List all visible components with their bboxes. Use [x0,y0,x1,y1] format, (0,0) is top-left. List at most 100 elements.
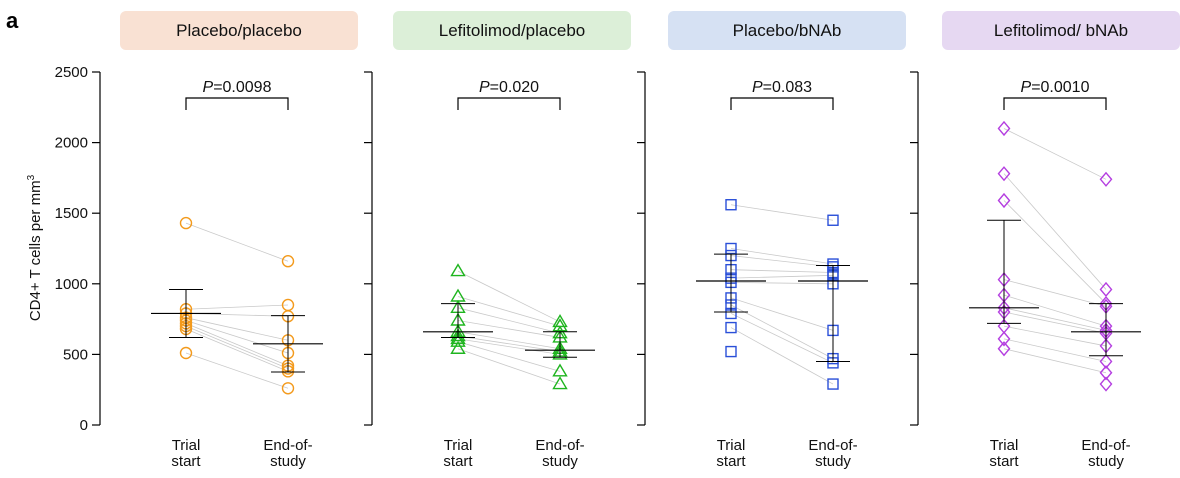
p-value-number: =0.083 [763,79,812,96]
x-category-line: End-of- [1081,437,1130,454]
x-category-line: End-of- [808,437,857,454]
y-tick-label: 500 [63,346,88,363]
y-tick-label: 1500 [55,205,88,222]
panels-group: Placebo/placebo 0 500 1000 1500 2000 2500 Trial… [55,11,1180,470]
y-tick-label: 2500 [55,64,88,81]
paired-connector [185,352,289,389]
paired-connector [730,304,834,359]
chart-panel-4: Lefitolimod/ bNAb Trial start End-of-study P… [910,11,1180,470]
paired-connector [457,338,561,355]
chart-panel-2: Lefitolimod/placebo Trial start End-of-stud… [364,11,631,470]
trial-start-point [450,333,466,347]
p-value-symbol: P [752,79,763,96]
end-of-study-summary [525,331,595,358]
paired-connector [1003,128,1107,180]
x-category-label: Trial start [443,437,473,470]
y-tick-label: 2000 [55,135,88,152]
end-of-study-point [827,214,839,226]
end-of-study-summary [253,315,323,373]
x-category-line: study [542,453,578,470]
end-of-study-point [552,363,568,377]
chart-panel-3: Placebo/bNAb Trial start End-of-study P=0.08… [637,11,906,470]
x-category-label: End-of-study [535,437,584,470]
x-category-label: Trial start [989,437,1019,470]
trial-start-point [725,321,737,334]
y-tick-label: 0 [80,417,88,434]
p-value-symbol: P [203,79,214,96]
end-of-study-point [281,255,295,268]
paired-connector [457,307,561,334]
trial-start-point [450,263,466,277]
significance-bracket [457,97,561,110]
trial-start-point [725,345,737,358]
p-value-number: =0.020 [490,79,539,96]
significance-bracket [1003,97,1107,110]
x-category-line: Trial [444,437,473,454]
trial-start-point [450,288,466,302]
paired-connector [185,325,289,369]
p-value-symbol: P [1021,79,1032,96]
paired-connector [730,327,834,385]
paired-connector [1003,307,1107,331]
paired-connector [730,269,834,273]
panel-header-box [668,11,906,50]
trial-start-summary [151,288,221,338]
p-value-symbol: P [479,79,490,96]
paired-connector [457,341,561,372]
end-of-study-point [281,382,295,395]
paired-connector [1003,338,1107,362]
paired-connector [1003,279,1107,307]
end-of-study-point [552,346,568,360]
trial-start-point [725,242,737,255]
p-value-label: P=0.0098 [203,79,272,96]
panel-header-box [942,11,1180,50]
paired-connector [457,296,561,327]
x-category-label: Trial start [171,437,201,470]
paired-connector [1003,311,1107,334]
significance-bracket [730,97,834,110]
paired-connector [730,313,834,364]
panel-letter: a [6,8,19,33]
trial-start-point [179,346,193,360]
p-value-number: =0.0098 [213,79,271,96]
panel-title: Lefitolimod/ bNAb [994,21,1128,40]
trial-start-point [997,166,1011,182]
x-category-label: End-of-study [808,437,857,470]
trial-start-point [450,328,466,342]
paired-connector [457,348,561,385]
paired-connector [185,328,289,372]
p-value-label: P=0.020 [479,79,539,96]
panel-header-box [120,11,358,50]
trial-start-point [997,331,1011,347]
paired-connector [1003,348,1107,374]
end-of-study-point [1099,376,1113,392]
x-category-label: End-of-study [263,437,312,470]
paired-connector [457,320,561,338]
panel-title: Lefitolimod/placebo [439,21,585,40]
trial-start-summary [969,219,1039,324]
trial-start-point [450,340,466,354]
p-value-number: =0.0010 [1031,79,1089,96]
end-of-study-point [1099,171,1113,187]
p-value-label: P=0.083 [752,79,812,96]
paired-connector [185,222,289,262]
paired-connector [1003,173,1107,290]
y-tick-label: 1000 [55,276,88,293]
paired-connector [1003,325,1107,347]
x-category-label: End-of-study [1081,437,1130,470]
end-of-study-summary [1071,303,1141,357]
x-category-line: start [989,453,1019,470]
trial-start-summary [423,303,493,338]
x-category-line: study [1088,453,1124,470]
paired-connector [730,274,834,279]
paired-connector [457,270,561,323]
paired-connector [730,248,834,265]
x-category-line: End-of- [263,437,312,454]
y-axis-label-text: CD4+ T cells per mm [27,180,44,321]
paired-connector [457,335,561,352]
paired-connector [730,204,834,221]
x-category-line: Trial [717,437,746,454]
paired-connector [457,331,561,350]
trial-start-point [997,192,1011,209]
